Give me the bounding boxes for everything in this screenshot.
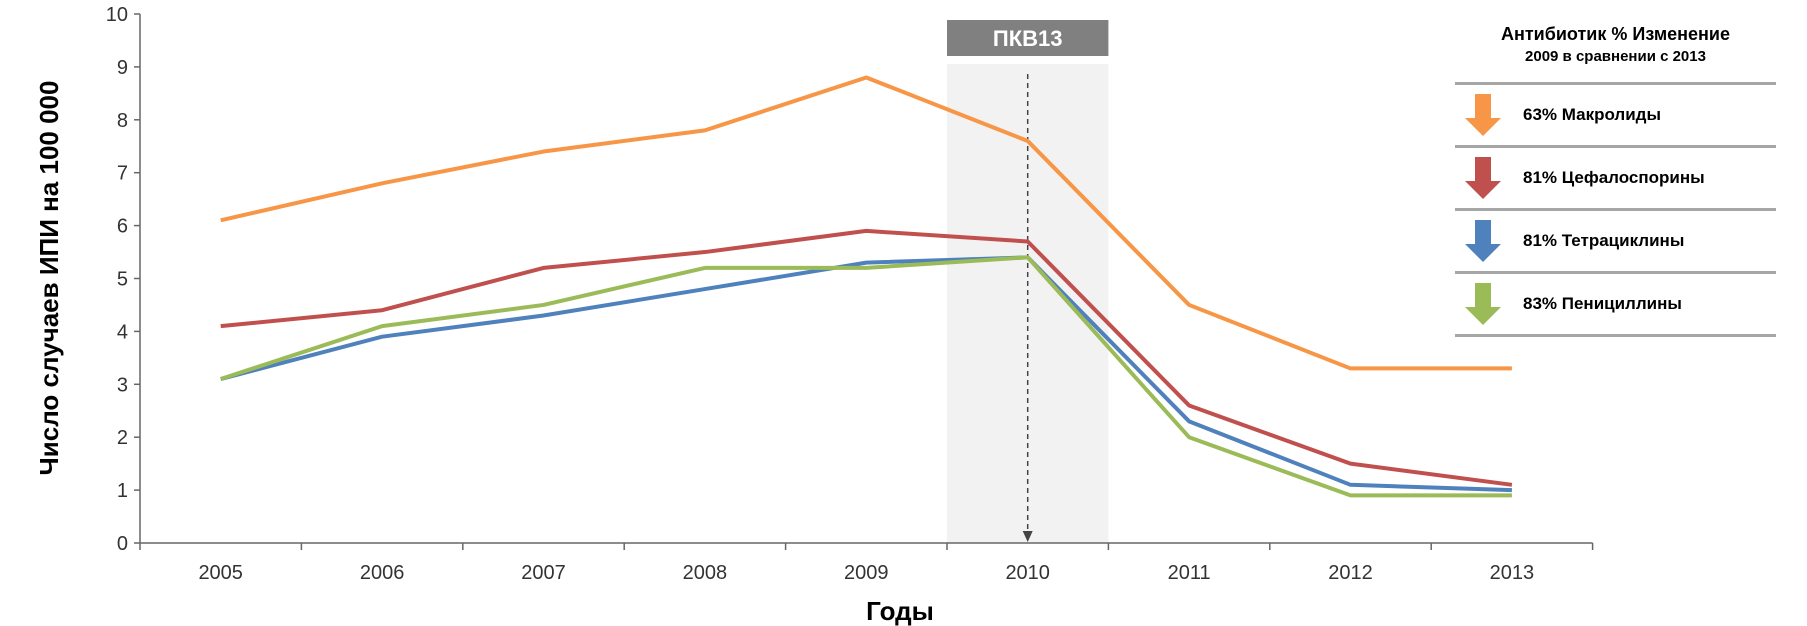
x-tick-label: 2011 xyxy=(1168,562,1211,584)
arrow-down-icon xyxy=(1022,531,1033,542)
arrow-down-icon xyxy=(1465,283,1501,325)
legend-item-label: 81% Тетрациклины xyxy=(1523,231,1685,250)
legend-item: 81% Тетрациклины xyxy=(1455,211,1776,274)
legend-divider xyxy=(1455,82,1776,85)
legend-subtitle: 2009 в сравнении с 2013 xyxy=(1525,48,1706,65)
x-tick-label: 2005 xyxy=(198,562,243,584)
legend-item: 63% Макролиды xyxy=(1455,85,1776,148)
x-tick-label: 2010 xyxy=(1005,562,1050,584)
arrow-down-icon xyxy=(1465,157,1501,199)
x-tick-label: 2008 xyxy=(683,562,728,584)
legend-item-label: 81% Цефалоспорины xyxy=(1523,168,1705,187)
legend-title: Антибиотик % Изменение xyxy=(1501,24,1730,44)
x-tick-label: 2013 xyxy=(1490,562,1535,584)
y-tick-label: 8 xyxy=(117,110,128,132)
y-tick-label: 6 xyxy=(117,216,128,238)
legend-item-label: 83% Пенициллины xyxy=(1523,294,1682,313)
series-line-Пенициллины xyxy=(220,255,1512,498)
y-tick-label: 4 xyxy=(117,321,128,343)
legend-item-label: 63% Макролиды xyxy=(1523,105,1661,124)
x-tick-label: 2009 xyxy=(844,562,889,584)
y-tick-label: 5 xyxy=(117,269,128,291)
series-line-Макролиды xyxy=(220,75,1512,371)
y-tick-label: 1 xyxy=(117,480,128,502)
y-tick-label: 9 xyxy=(117,57,128,79)
y-tick-label: 0 xyxy=(117,533,128,555)
pcv13-label-box xyxy=(947,20,1109,56)
series-line-Тетрациклины xyxy=(220,255,1512,493)
x-tick-label: 2007 xyxy=(521,562,566,584)
x-tick-label: 2012 xyxy=(1328,562,1373,584)
y-tick-label: 7 xyxy=(117,163,128,185)
pcv13-label: ПКВ13 xyxy=(993,26,1063,51)
arrow-down-icon xyxy=(1465,220,1501,262)
legend-item: 81% Цефалоспорины xyxy=(1455,148,1776,211)
arrow-down-icon xyxy=(1465,94,1501,136)
y-tick-label: 10 xyxy=(106,4,128,26)
legend-item: 83% Пенициллины xyxy=(1455,274,1776,337)
y-tick-label: 3 xyxy=(117,374,128,396)
y-tick-label: 2 xyxy=(117,427,128,449)
legend: Антибиотик % Изменение 2009 в сравнении … xyxy=(1455,22,1776,337)
y-axis-title: Число случаев ИПИ на 100 000 xyxy=(34,81,64,476)
x-axis-title: Годы xyxy=(866,596,934,626)
x-tick-label: 2006 xyxy=(360,562,405,584)
